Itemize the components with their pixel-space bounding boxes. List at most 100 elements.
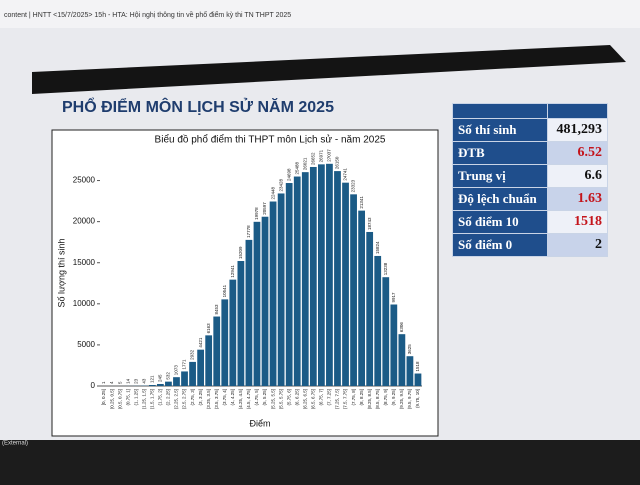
bar bbox=[366, 232, 373, 386]
x-tick-label: (0.75, 1] bbox=[125, 389, 130, 406]
bar bbox=[270, 202, 277, 386]
data-label: 14 bbox=[125, 378, 130, 384]
x-tick-label: (2, 2.25] bbox=[166, 389, 171, 406]
data-label: 26021 bbox=[302, 157, 307, 170]
x-tick-label: (1.5, 1.75] bbox=[150, 389, 155, 409]
stat-label: Số điểm 0 bbox=[453, 234, 548, 257]
x-tick-label: (7.25, 7.5] bbox=[335, 389, 340, 409]
data-label: 9917 bbox=[391, 292, 396, 303]
data-label: 17778 bbox=[246, 225, 251, 238]
bar bbox=[390, 305, 397, 386]
bar bbox=[149, 385, 156, 386]
bar bbox=[318, 164, 325, 386]
stat-value: 6.52 bbox=[548, 142, 608, 165]
x-tick-label: (3.25, 3.5] bbox=[206, 389, 211, 409]
bar bbox=[197, 350, 204, 386]
data-label: 23323 bbox=[351, 179, 356, 192]
header-cell bbox=[548, 104, 608, 119]
x-tick-label: [0, 0.25] bbox=[101, 389, 106, 405]
bar bbox=[181, 371, 188, 386]
bar bbox=[350, 194, 357, 386]
x-tick-label: (9.5, 9.75] bbox=[407, 389, 412, 409]
bar bbox=[278, 193, 285, 386]
stat-label: ĐTB bbox=[453, 142, 548, 165]
bar bbox=[415, 374, 422, 386]
bar bbox=[286, 183, 293, 386]
data-label: 43 bbox=[141, 378, 146, 384]
stat-value: 2 bbox=[548, 234, 608, 257]
bar bbox=[237, 261, 244, 386]
data-label: 4421 bbox=[198, 337, 203, 348]
y-tick-label: 0 bbox=[91, 381, 96, 390]
x-tick-label: (4.5, 4.75] bbox=[246, 389, 251, 409]
bar bbox=[213, 317, 220, 386]
stat-label: Độ lệch chuẩn bbox=[453, 188, 548, 211]
data-label: 23428 bbox=[278, 178, 283, 191]
x-tick-label: (2.25, 2.5] bbox=[174, 389, 179, 409]
data-label: 24741 bbox=[343, 168, 348, 181]
data-label: 15824 bbox=[375, 241, 380, 254]
data-label: 26150 bbox=[335, 156, 340, 169]
bar bbox=[229, 280, 236, 386]
bar bbox=[374, 256, 381, 386]
bottom-bar bbox=[0, 440, 640, 480]
data-label: 24698 bbox=[286, 168, 291, 181]
x-tick-label: (1.25, 1.5] bbox=[141, 389, 146, 409]
x-tick-label: (1, 1.25] bbox=[133, 389, 138, 406]
stat-value: 1.63 bbox=[548, 188, 608, 211]
x-axis-label: Điểm bbox=[249, 418, 270, 428]
x-tick-label: (4, 4.25] bbox=[230, 389, 235, 406]
y-tick-label: 20000 bbox=[73, 217, 96, 226]
x-tick-label: (3.5, 3.75] bbox=[214, 389, 219, 409]
external-label: (External) bbox=[2, 441, 28, 447]
data-label: 8453 bbox=[214, 304, 219, 315]
data-label: 20597 bbox=[262, 202, 267, 215]
data-label: 1073 bbox=[174, 365, 179, 376]
data-label: 26971 bbox=[319, 149, 324, 162]
x-tick-label: (9, 9.25] bbox=[391, 389, 396, 406]
stat-label: Trung vị bbox=[453, 165, 548, 188]
data-label: 6163 bbox=[206, 323, 211, 334]
data-label: 1771 bbox=[182, 359, 187, 370]
bar bbox=[294, 177, 301, 386]
data-label: 12941 bbox=[230, 265, 235, 278]
x-tick-label: (4.25, 4.5] bbox=[238, 389, 243, 409]
y-tick-label: 15000 bbox=[73, 258, 96, 267]
data-label: 2932 bbox=[190, 349, 195, 360]
bar bbox=[302, 172, 309, 386]
data-label: 245 bbox=[158, 374, 163, 382]
data-label: 13238 bbox=[383, 262, 388, 275]
x-tick-label: (6.5, 6.75] bbox=[311, 389, 316, 409]
data-label: 22448 bbox=[270, 187, 275, 200]
data-label: 26652 bbox=[311, 152, 316, 165]
header-cell bbox=[453, 104, 548, 119]
data-label: 121 bbox=[150, 375, 155, 383]
y-tick-label: 10000 bbox=[73, 299, 96, 308]
chart-title: Biểu đồ phổ điểm thi THPT môn Lịch sử - … bbox=[155, 134, 386, 146]
data-label: 25488 bbox=[294, 162, 299, 175]
bar bbox=[358, 211, 365, 386]
x-tick-label: (3, 3.25] bbox=[198, 389, 203, 406]
x-tick-label: (1.75, 2] bbox=[158, 389, 163, 406]
x-tick-label: (2.5, 2.75] bbox=[182, 389, 187, 409]
meeting-caption: content | HNTT <15/7/2025> 15h - HTA: Hộ… bbox=[4, 10, 291, 19]
y-tick-label: 25000 bbox=[73, 176, 96, 185]
x-tick-label: (8.75, 9] bbox=[383, 389, 388, 406]
x-tick-label: (0.25, 0.5] bbox=[109, 389, 114, 409]
x-tick-label: (7, 7.25] bbox=[327, 389, 332, 406]
y-tick-label: 5000 bbox=[77, 340, 95, 349]
x-tick-label: (8.5, 8.75] bbox=[375, 389, 380, 409]
x-tick-label: (9.75, 10] bbox=[415, 389, 420, 408]
stat-value: 6.6 bbox=[548, 165, 608, 188]
x-tick-label: (5.25, 5.5] bbox=[270, 389, 275, 409]
data-label: 532 bbox=[166, 372, 171, 380]
x-tick-label: (6.25, 6.5] bbox=[302, 389, 307, 409]
bar bbox=[407, 356, 414, 386]
